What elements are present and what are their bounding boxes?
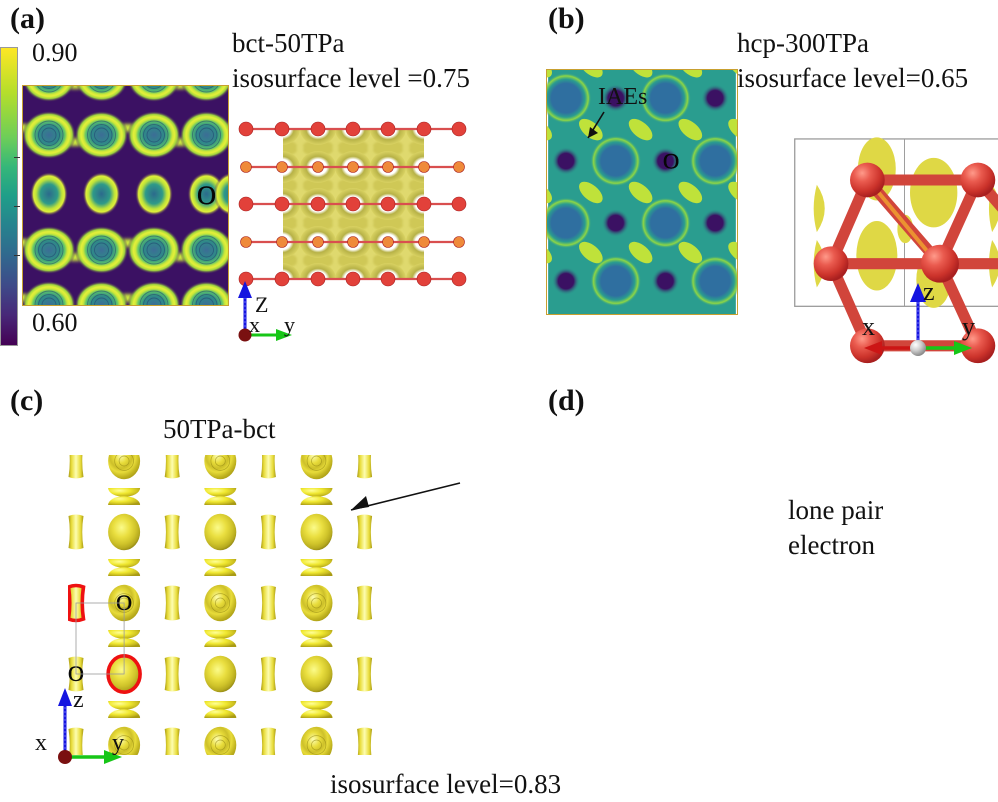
svg-text:O: O (663, 149, 679, 174)
svg-text:Z: Z (255, 292, 268, 317)
svg-text:O: O (116, 590, 132, 615)
svg-text:x: x (35, 730, 47, 756)
svg-text:x: x (249, 312, 260, 337)
svg-text:y: y (112, 730, 124, 756)
svg-text:O: O (197, 181, 216, 210)
svg-text:y: y (284, 312, 295, 337)
svg-text:O: O (68, 661, 84, 686)
svg-text:z: z (73, 687, 84, 713)
